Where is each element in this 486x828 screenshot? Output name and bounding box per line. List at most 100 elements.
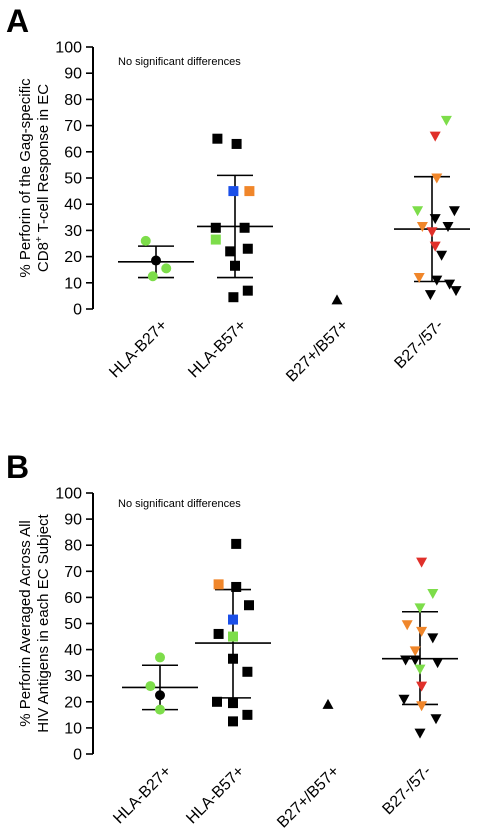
data-point: [413, 273, 425, 284]
data-point: [228, 292, 239, 303]
data-point: [444, 279, 456, 290]
data-point: [414, 664, 426, 675]
data-point: [426, 227, 438, 238]
data-point: [436, 250, 448, 261]
annotation: No significant differences: [118, 498, 241, 510]
y-axis-title: % Perforin Averaged Across AllHIV Antige…: [17, 513, 52, 732]
group-hla-b27-: [122, 652, 198, 715]
data-point: [242, 666, 253, 677]
data-point: [427, 588, 439, 599]
data-point: [416, 221, 428, 232]
data-point: [228, 698, 238, 709]
y-tick-label: 60: [64, 144, 82, 161]
data-point: [212, 133, 223, 144]
group-b27-57-: [394, 115, 470, 301]
y-tick-label: 20: [64, 249, 82, 266]
y-axis-title-line: % Perforin of the Gag-specific: [17, 78, 34, 278]
data-point: [231, 581, 242, 592]
y-tick-label: 60: [64, 590, 82, 607]
y-axis-title-line: % Perforin Averaged Across All: [17, 520, 34, 727]
y-tick-label: 90: [64, 66, 82, 83]
data-point: [429, 241, 441, 252]
data-point: [228, 653, 238, 664]
data-point: [155, 704, 165, 715]
data-point: [450, 286, 462, 297]
data-point: [409, 655, 421, 666]
data-point: [401, 620, 413, 631]
data-point: [412, 206, 424, 217]
y-tick-label: 0: [73, 747, 82, 764]
data-point: [210, 234, 221, 245]
group-b27-57-: [382, 557, 458, 739]
y-axis-title: % Perforin of the Gag-specificCD8+ T-cel…: [17, 78, 52, 278]
y-tick-label: 0: [73, 302, 82, 319]
data-point: [155, 652, 165, 663]
y-axis-title-line: CD8: [35, 242, 52, 272]
category-label: B27-/57-: [391, 317, 446, 372]
data-point: [409, 646, 421, 657]
group-hla-b57-: [197, 133, 273, 303]
y-axis-title-line: HIV Antigens in each EC Subject: [35, 513, 52, 732]
data-point: [424, 290, 436, 301]
annotation: No significant differences: [118, 56, 241, 68]
y-tick-label: 100: [55, 40, 82, 57]
category-label: B27+/B57+: [283, 317, 352, 386]
data-point: [225, 246, 236, 257]
data-point: [210, 222, 221, 233]
category-label: HLA-B57+: [183, 763, 248, 828]
y-axis-title-superscript: +: [34, 236, 45, 242]
y-tick-label: 70: [64, 564, 82, 581]
group-hla-b57-: [195, 538, 271, 727]
data-point: [239, 222, 250, 233]
y-axis-title-line: T-cell Response in EC: [35, 84, 52, 236]
data-point: [442, 221, 454, 232]
group-b27-b57-: [322, 698, 334, 709]
data-point: [416, 626, 428, 637]
data-point: [416, 557, 428, 568]
data-point: [213, 628, 224, 639]
y-tick-label: 80: [64, 538, 82, 555]
data-point: [431, 173, 443, 184]
data-point: [228, 186, 239, 197]
data-point: [242, 285, 253, 296]
data-point: [155, 690, 165, 701]
group-hla-b27-: [118, 235, 194, 282]
data-point: [231, 538, 242, 549]
data-point: [431, 275, 443, 286]
data-point: [244, 600, 254, 611]
y-tick-label: 40: [64, 197, 82, 214]
data-point: [414, 603, 426, 614]
y-tick-label: 30: [64, 668, 82, 685]
data-point: [432, 658, 444, 669]
data-point: [416, 701, 428, 712]
data-point: [145, 681, 156, 692]
data-point: [161, 263, 172, 274]
data-point: [228, 614, 238, 625]
data-point: [212, 696, 222, 707]
y-tick-label: 80: [64, 92, 82, 109]
category-label: HLA-B57+: [185, 317, 250, 382]
y-tick-label: 70: [64, 118, 82, 135]
data-point: [331, 294, 343, 305]
data-point: [151, 255, 161, 266]
data-point: [448, 206, 460, 217]
data-point: [242, 709, 253, 720]
y-tick-label: 20: [64, 694, 82, 711]
panel-a: A 0 10 20 30 40 50 60 70 80 90 100 % Perforin of the…: [6, 3, 470, 385]
group-b27-b57-: [331, 294, 343, 305]
data-point: [231, 138, 242, 149]
category-label: B27-/57-: [379, 763, 434, 818]
data-point: [430, 714, 442, 725]
data-point: [244, 186, 255, 197]
y-tick-label: 40: [64, 642, 82, 659]
data-point: [147, 271, 158, 282]
data-point: [228, 716, 238, 727]
data-point: [414, 728, 426, 739]
y-tick-label: 100: [55, 486, 82, 503]
data-point: [213, 579, 224, 590]
category-label: B27+/B57+: [274, 763, 343, 828]
data-point: [230, 260, 240, 271]
data-point: [140, 235, 151, 246]
